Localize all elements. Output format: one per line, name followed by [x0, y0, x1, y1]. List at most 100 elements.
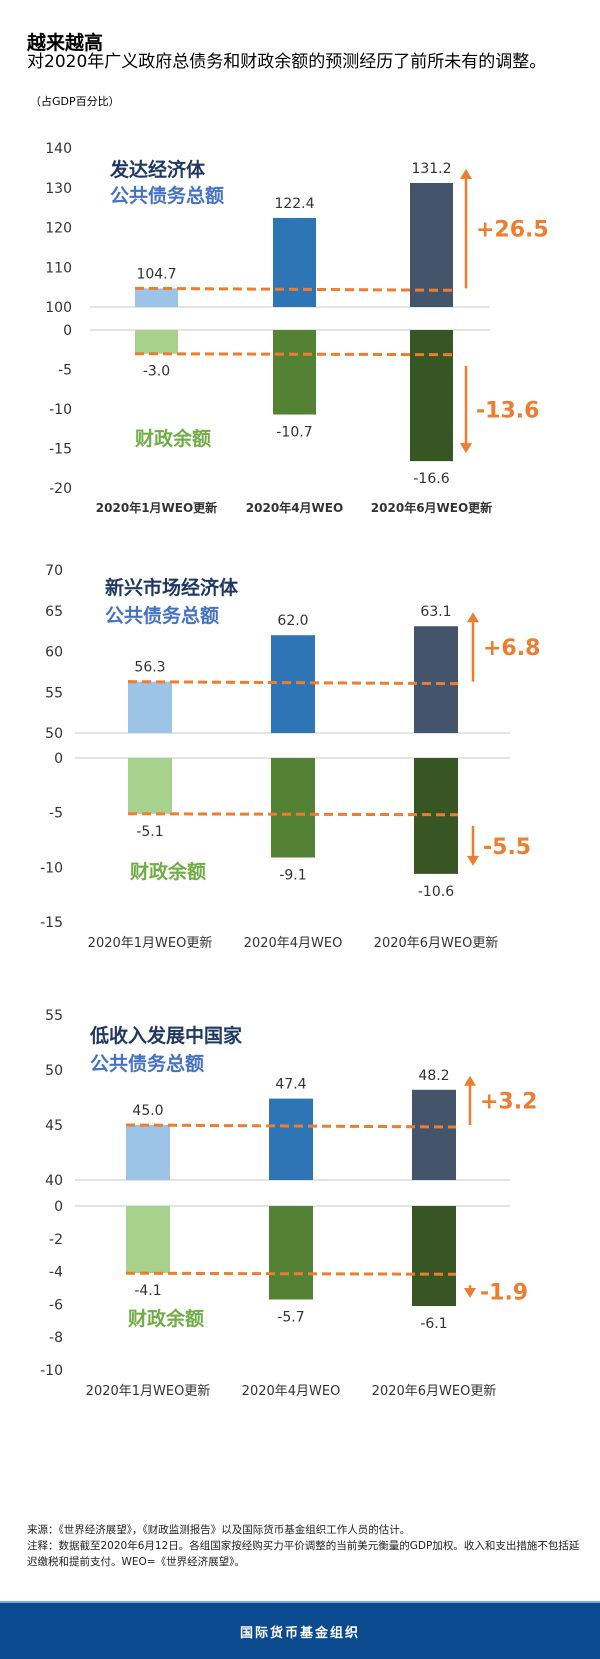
balance-value-label: -10.7	[276, 425, 312, 441]
y-tick-balance: -8	[49, 1330, 63, 1346]
chart-emerging-markets: 70 65 60 55 50 0 -5 -10 -15 56.3 -5.1 2020年1月WEO更新 6…	[40, 563, 540, 951]
y-tick-debt: 60	[45, 645, 63, 661]
debt-bar	[414, 626, 458, 733]
debt-change-label: +6.8	[483, 636, 540, 661]
balance-reference-line	[134, 352, 454, 357]
balance-bar	[271, 758, 315, 858]
page-subtitle: 对2020年广义政府总债务和财政余额的预测经历了前所未有的调整。	[27, 52, 547, 72]
y-tick-debt: 100	[45, 300, 72, 316]
y-tick-balance: -4	[49, 1265, 63, 1281]
arrow-down-icon	[464, 1288, 476, 1299]
footer-org: 国际货币基金组织	[239, 1625, 360, 1641]
debt-change-label: +3.2	[480, 1089, 537, 1114]
balance-value-label: -5.1	[136, 824, 163, 840]
debt-bar	[410, 182, 453, 307]
y-tick-balance: -6	[49, 1297, 63, 1313]
debt-series-label: 公共债务总额	[110, 184, 224, 207]
y-tick-balance: -2	[49, 1232, 63, 1248]
debt-reference-line	[134, 286, 454, 292]
balance-change-label: -13.6	[476, 398, 539, 423]
balance-value-label: -4.1	[134, 1283, 161, 1299]
y-tick-balance: -10	[49, 402, 72, 418]
debt-value-label: 47.4	[275, 1077, 306, 1093]
x-tick-label: 2020年4月WEO	[242, 1384, 341, 1399]
debt-bar	[128, 681, 172, 733]
balance-value-label: -5.7	[277, 1309, 304, 1325]
x-tick-label: 2020年1月WEO更新	[86, 1383, 211, 1399]
y-tick-balance: 0	[63, 323, 72, 339]
unit-label: （占GDP百分比）	[30, 95, 120, 108]
arrow-up-icon	[464, 1075, 476, 1086]
y-tick-balance: -10	[40, 1363, 63, 1379]
balance-change-label: -5.5	[483, 835, 531, 860]
balance-bar	[126, 1206, 170, 1274]
debt-bar	[273, 217, 316, 307]
y-tick-balance: -5	[49, 806, 63, 822]
balance-bar	[273, 330, 316, 415]
arrow-up-icon	[460, 168, 472, 179]
debt-value-label: 122.4	[274, 196, 314, 212]
x-tick-label: 2020年1月WEO更新	[88, 935, 213, 951]
y-tick-debt: 140	[45, 141, 72, 157]
source-note: 来源：《世界经济展望》，《财政监测报告》以及国际货币基金组织工作人员的估计。	[27, 1524, 411, 1536]
debt-bar	[412, 1089, 456, 1180]
debt-change-label: +26.5	[476, 218, 549, 243]
balance-series-label: 财政余额	[135, 427, 211, 450]
chart-title: 新兴市场经济体	[105, 576, 239, 599]
chart-title: 发达经济体	[109, 158, 206, 181]
chart-title: 低收入发展中国家	[89, 1024, 243, 1047]
debt-value-label: 63.1	[420, 604, 451, 620]
debt-series-label: 公共债务总额	[105, 604, 219, 627]
y-tick-balance: -20	[49, 481, 72, 497]
debt-series-label: 公共债务总额	[90, 1052, 204, 1075]
arrow-up-icon	[467, 612, 479, 623]
y-tick-balance: 0	[54, 751, 63, 767]
y-tick-debt: 130	[45, 181, 72, 197]
y-tick-balance: -5	[58, 363, 72, 379]
y-tick-balance: 0	[54, 1199, 63, 1215]
y-tick-balance: -15	[40, 915, 63, 931]
balance-value-label: -6.1	[420, 1316, 447, 1332]
debt-bar	[271, 635, 315, 733]
y-tick-debt: 50	[45, 1063, 63, 1079]
arrow-down-icon	[467, 855, 479, 866]
y-tick-debt: 50	[45, 726, 63, 742]
y-tick-debt: 40	[45, 1173, 63, 1189]
y-tick-debt: 120	[45, 221, 72, 237]
footer-bar: 国际货币基金组织	[0, 1601, 600, 1659]
balance-value-label: -9.1	[279, 867, 306, 883]
debt-value-label: 56.3	[134, 660, 165, 676]
balance-value-label: -10.6	[418, 884, 454, 900]
x-tick-label: 2020年1月WEO更新	[96, 500, 217, 515]
debt-value-label: 131.2	[411, 161, 451, 177]
notes: 来源：《世界经济展望》，《财政监测报告》以及国际货币基金组织工作人员的估计。 注…	[27, 1522, 587, 1570]
y-tick-balance: -15	[49, 442, 72, 458]
x-tick-label: 2020年4月WEO	[246, 500, 343, 515]
balance-series-label: 财政余额	[130, 860, 206, 883]
chart-low-income: 55 50 45 40 0 -2 -4 -6 -8 -10 45.0 -4.1 2020年1月WEO更新…	[40, 1008, 537, 1399]
debt-bar	[126, 1125, 170, 1180]
balance-value-label: -3.0	[143, 364, 170, 380]
page-title: 越来越高	[27, 32, 104, 54]
debt-bar	[269, 1098, 313, 1180]
y-tick-debt: 45	[45, 1118, 63, 1134]
y-tick-debt: 65	[45, 604, 63, 620]
debt-value-label: 104.7	[136, 266, 176, 282]
balance-bar	[410, 330, 453, 462]
chart-advanced-economies: 140 130 120 110 100 0 -5 -10 -15 -20 104.7 -3.0 2020…	[45, 141, 549, 515]
balance-bar	[269, 1206, 313, 1300]
balance-change-label: -1.9	[480, 1281, 528, 1306]
balance-value-label: -16.6	[413, 471, 449, 487]
debt-bar	[135, 288, 178, 307]
y-tick-debt: 70	[45, 563, 63, 579]
y-tick-debt: 55	[45, 1008, 63, 1024]
x-tick-label: 2020年6月WEO更新	[374, 935, 499, 951]
balance-bar	[412, 1206, 456, 1307]
balance-bar	[128, 758, 172, 814]
arrow-down-icon	[460, 443, 472, 454]
debt-value-label: 48.2	[418, 1068, 449, 1084]
balance-bar	[135, 330, 178, 354]
debt-value-label: 62.0	[277, 613, 308, 629]
x-tick-label: 2020年4月WEO	[244, 936, 343, 951]
y-tick-debt: 55	[45, 685, 63, 701]
